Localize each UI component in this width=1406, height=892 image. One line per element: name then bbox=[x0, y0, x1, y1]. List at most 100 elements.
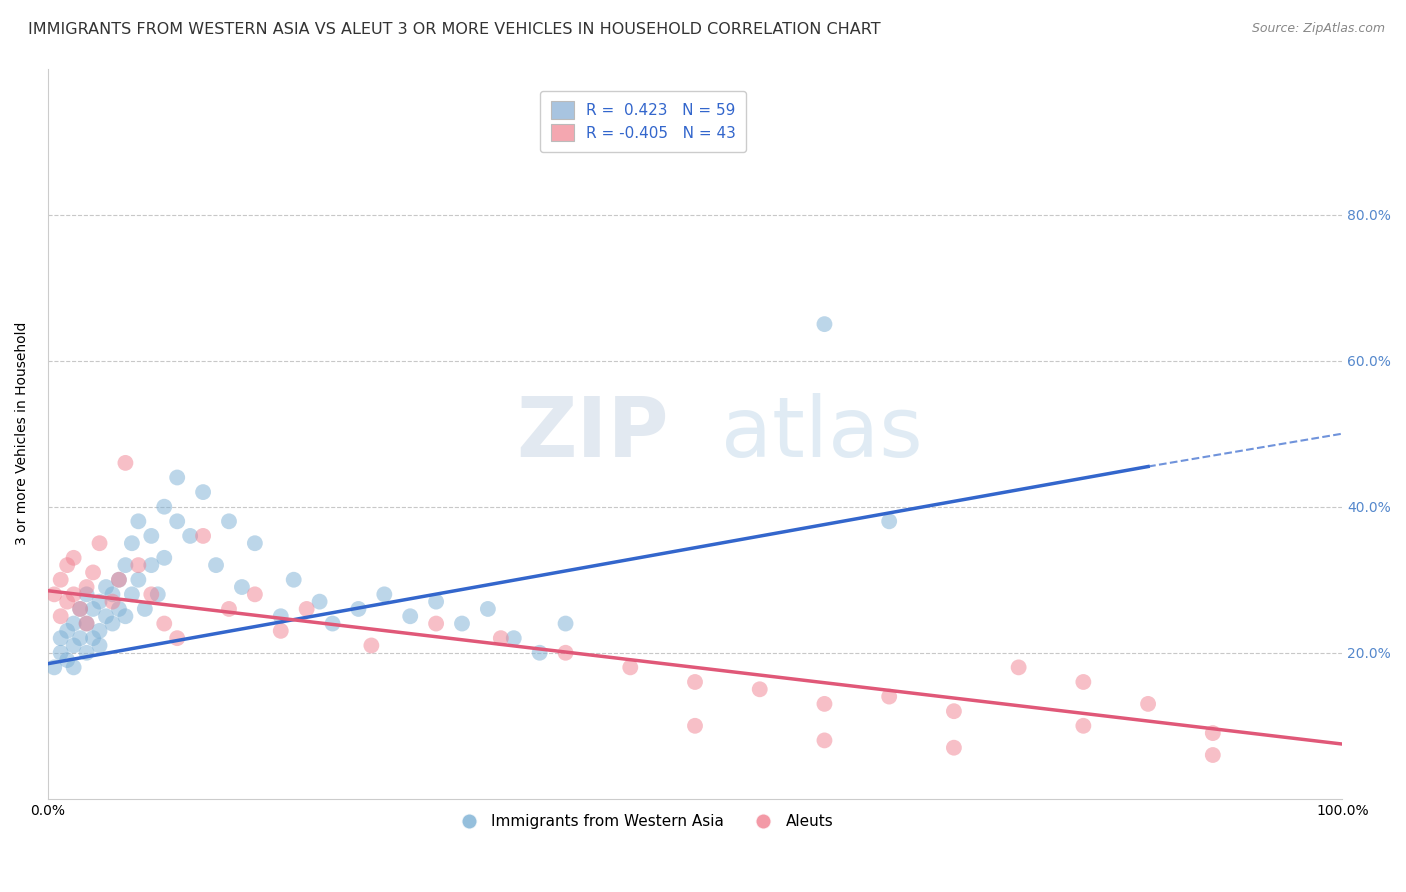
Point bbox=[942, 740, 965, 755]
Point bbox=[114, 558, 136, 573]
Point bbox=[425, 594, 447, 608]
Point bbox=[108, 573, 131, 587]
Point bbox=[114, 609, 136, 624]
Point bbox=[101, 616, 124, 631]
Point bbox=[477, 602, 499, 616]
Point bbox=[529, 646, 551, 660]
Point bbox=[1137, 697, 1160, 711]
Point bbox=[191, 485, 214, 500]
Point bbox=[76, 616, 98, 631]
Point bbox=[166, 631, 188, 645]
Text: atlas: atlas bbox=[721, 393, 922, 475]
Point bbox=[76, 646, 98, 660]
Point bbox=[1202, 726, 1225, 740]
Point bbox=[218, 602, 240, 616]
Point bbox=[243, 587, 266, 601]
Point bbox=[166, 470, 188, 484]
Point bbox=[141, 529, 163, 543]
Point bbox=[62, 550, 84, 565]
Point bbox=[554, 646, 576, 660]
Point bbox=[56, 624, 79, 638]
Point bbox=[127, 514, 149, 528]
Point bbox=[127, 573, 149, 587]
Point bbox=[101, 587, 124, 601]
Point bbox=[82, 631, 104, 645]
Point bbox=[270, 609, 292, 624]
Point bbox=[399, 609, 422, 624]
Point bbox=[502, 631, 524, 645]
Point bbox=[166, 514, 188, 528]
Point bbox=[134, 602, 156, 616]
Point bbox=[101, 594, 124, 608]
Point bbox=[322, 616, 344, 631]
Point bbox=[94, 609, 117, 624]
Point bbox=[89, 536, 111, 550]
Legend: Immigrants from Western Asia, Aleuts: Immigrants from Western Asia, Aleuts bbox=[447, 808, 839, 835]
Point bbox=[218, 514, 240, 528]
Point bbox=[49, 573, 72, 587]
Point bbox=[127, 558, 149, 573]
Point bbox=[877, 514, 900, 528]
Point bbox=[89, 639, 111, 653]
Point bbox=[153, 500, 176, 514]
Point bbox=[683, 719, 706, 733]
Point bbox=[425, 616, 447, 631]
Point bbox=[813, 697, 835, 711]
Point bbox=[114, 456, 136, 470]
Point bbox=[108, 573, 131, 587]
Point bbox=[44, 587, 66, 601]
Point bbox=[62, 616, 84, 631]
Point bbox=[179, 529, 201, 543]
Point bbox=[619, 660, 641, 674]
Point bbox=[69, 602, 91, 616]
Point bbox=[1007, 660, 1029, 674]
Point bbox=[76, 580, 98, 594]
Point bbox=[69, 631, 91, 645]
Point bbox=[146, 587, 169, 601]
Point bbox=[56, 558, 79, 573]
Point bbox=[813, 733, 835, 747]
Point bbox=[270, 624, 292, 638]
Point bbox=[82, 566, 104, 580]
Point bbox=[942, 704, 965, 718]
Point bbox=[89, 624, 111, 638]
Point bbox=[62, 660, 84, 674]
Point bbox=[347, 602, 370, 616]
Point bbox=[360, 639, 382, 653]
Point bbox=[489, 631, 512, 645]
Point bbox=[44, 660, 66, 674]
Point bbox=[231, 580, 253, 594]
Point bbox=[153, 550, 176, 565]
Point bbox=[748, 682, 770, 697]
Point bbox=[451, 616, 474, 631]
Point bbox=[82, 602, 104, 616]
Point bbox=[62, 587, 84, 601]
Point bbox=[56, 594, 79, 608]
Point bbox=[121, 536, 143, 550]
Point bbox=[141, 558, 163, 573]
Point bbox=[813, 317, 835, 331]
Text: Source: ZipAtlas.com: Source: ZipAtlas.com bbox=[1251, 22, 1385, 36]
Text: IMMIGRANTS FROM WESTERN ASIA VS ALEUT 3 OR MORE VEHICLES IN HOUSEHOLD CORRELATIO: IMMIGRANTS FROM WESTERN ASIA VS ALEUT 3 … bbox=[28, 22, 880, 37]
Point bbox=[121, 587, 143, 601]
Point bbox=[141, 587, 163, 601]
Point bbox=[49, 609, 72, 624]
Point bbox=[76, 616, 98, 631]
Point bbox=[1073, 675, 1095, 690]
Point bbox=[243, 536, 266, 550]
Point bbox=[191, 529, 214, 543]
Point bbox=[373, 587, 395, 601]
Point bbox=[62, 639, 84, 653]
Point bbox=[205, 558, 228, 573]
Point bbox=[69, 602, 91, 616]
Point bbox=[76, 587, 98, 601]
Point bbox=[308, 594, 330, 608]
Point bbox=[153, 616, 176, 631]
Point bbox=[49, 646, 72, 660]
Point bbox=[295, 602, 318, 616]
Point bbox=[94, 580, 117, 594]
Point bbox=[283, 573, 305, 587]
Point bbox=[877, 690, 900, 704]
Point bbox=[49, 631, 72, 645]
Point bbox=[108, 602, 131, 616]
